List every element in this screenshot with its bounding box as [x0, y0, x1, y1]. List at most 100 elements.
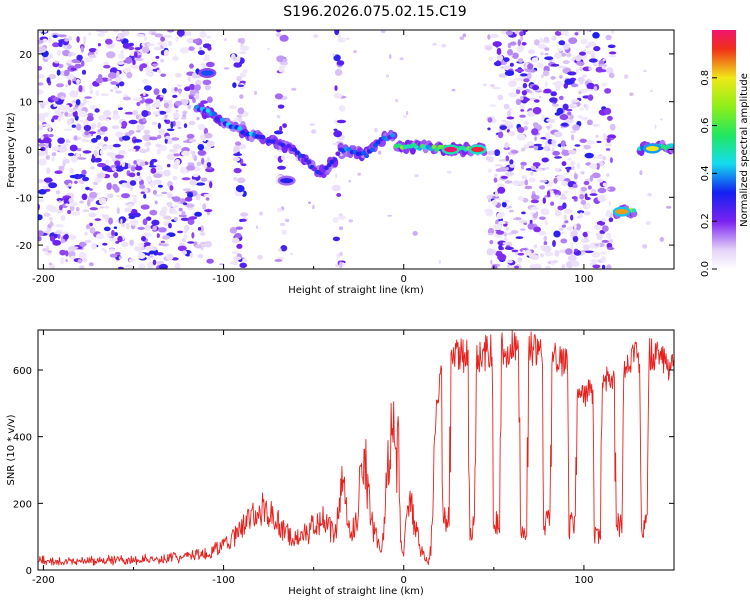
- spectrogram-noise-cell: [154, 200, 158, 205]
- spectrogram-noise-cell: [58, 145, 68, 153]
- spectrogram-noise-cell: [521, 165, 525, 170]
- spectrogram-noise-cell: [181, 250, 187, 255]
- spectrogram-noise-cell: [118, 266, 124, 269]
- spectrogram-noise-cell: [527, 145, 535, 149]
- spectrogram-noise-cell: [534, 195, 540, 200]
- spectrogram-noise-cell: [132, 59, 136, 66]
- spectrogram-noise-cell: [164, 222, 167, 226]
- spectrogram-noise-cell: [414, 174, 419, 178]
- spectrogram-noise-cell: [243, 69, 248, 73]
- spectrogram-noise-cell: [606, 67, 614, 74]
- spectrogram-noise-cell: [83, 58, 93, 62]
- spectrogram-noise-cell: [86, 115, 94, 122]
- spectrogram-noise-cell: [589, 193, 598, 197]
- spectrogram-noise-cell: [509, 80, 517, 87]
- spectrogram-noise-cell: [224, 37, 227, 42]
- spectrogram-noise-cell: [550, 190, 554, 194]
- spectrogram-noise-cell: [112, 30, 119, 33]
- spectrogram-noise-cell: [164, 138, 168, 144]
- spectrogram-noise-cell: [135, 114, 139, 120]
- spectrogram-noise-cell: [563, 190, 569, 194]
- spectrogram-noise-cell: [554, 112, 561, 116]
- spectrogram-noise-cell: [561, 149, 571, 156]
- spectrogram-noise-cell: [567, 71, 577, 76]
- spectrogram-ridge-core: [369, 147, 375, 152]
- spectrogram-noise-cell: [598, 160, 604, 167]
- spectrogram-noise-cell: [560, 238, 568, 244]
- spectrogram-noise-cell: [508, 92, 518, 98]
- spectrogram-ridge-core: [286, 143, 292, 149]
- spectrogram-noise-cell: [152, 225, 157, 231]
- spectrogram-noise-cell: [65, 250, 69, 257]
- spectrogram-noise-cell: [147, 262, 154, 269]
- spectrogram-xtick-label: -200: [32, 274, 55, 285]
- spectrogram-noise-cell: [149, 181, 156, 188]
- spectrogram-noise-cell: [595, 134, 599, 138]
- spectrogram-noise-cell: [64, 104, 70, 111]
- spectrogram-noise-cell: [83, 124, 92, 132]
- spectrogram-noise-cell: [312, 204, 315, 210]
- spectrogram-noise-cell: [605, 209, 611, 217]
- spectrogram-noise-cell: [60, 215, 66, 221]
- spectrogram-noise-cell: [276, 207, 283, 213]
- spectrogram-noise-cell: [165, 135, 171, 140]
- spectrogram-noise-cell: [42, 137, 52, 144]
- spectrogram-noise-cell: [71, 100, 77, 104]
- spectrogram-noise-cell: [133, 246, 143, 252]
- spectrogram-noise-cell: [194, 244, 202, 249]
- spectrogram-noise-cell: [133, 177, 141, 181]
- spectrogram-noise-cell: [497, 94, 504, 101]
- spectrogram-noise-cell: [232, 82, 237, 88]
- spectrogram-noise-cell: [594, 224, 602, 230]
- spectrogram-noise-cell: [156, 67, 160, 71]
- spectrogram-noise-cell: [589, 175, 594, 182]
- spectrogram-noise-cell: [377, 150, 382, 155]
- spectrogram-noise-cell: [160, 240, 165, 244]
- spectrogram-ytick-label: 0: [26, 146, 32, 157]
- spectrogram-noise-cell: [82, 176, 90, 182]
- spectrogram-noise-cell: [522, 83, 528, 89]
- spectrogram-noise-cell: [561, 161, 567, 167]
- spectrogram-noise-cell: [520, 96, 524, 101]
- spectrogram-noise-cell: [514, 30, 520, 35]
- spectrogram-noise-cell: [552, 260, 558, 264]
- spectrogram-noise-cell: [406, 111, 409, 116]
- spectrogram-noise-cell: [191, 232, 195, 239]
- spectrogram-noise-cell: [71, 124, 77, 128]
- spectrogram-noise-cell: [70, 203, 77, 207]
- spectrogram-noise-cell: [122, 96, 131, 101]
- spectrogram-noise-cell: [566, 108, 573, 112]
- spectrogram-noise-cell: [49, 216, 53, 222]
- spectrogram-noise-cell: [134, 51, 138, 58]
- spectrogram-noise-cell: [90, 122, 97, 130]
- spectrogram-noise-cell: [102, 242, 108, 246]
- spectrogram-noise-cell: [523, 78, 530, 83]
- spectrogram-noise-cell: [68, 197, 75, 204]
- spectrogram-noise-cell: [586, 119, 593, 126]
- spectrogram-noise-cell: [143, 35, 147, 42]
- spectrogram-noise-cell: [69, 167, 74, 174]
- spectrogram-noise-cell: [191, 72, 198, 79]
- spectrogram-noise-cell: [190, 150, 194, 155]
- spectrogram-noise-cell: [115, 165, 124, 172]
- spectrogram-noise-cell: [140, 246, 145, 251]
- spectrogram-noise-cell: [129, 219, 139, 226]
- spectrogram-noise-cell: [570, 130, 577, 134]
- spectrogram-noise-cell: [120, 222, 126, 228]
- spectrogram-noise-cell: [56, 69, 61, 76]
- spectrogram-noise-cell: [571, 260, 580, 267]
- spectrogram-noise-cell: [488, 199, 491, 203]
- spectrogram-noise-cell: [76, 78, 80, 86]
- spectrogram-noise-cell: [333, 130, 343, 138]
- spectrogram-noise-cell: [130, 64, 140, 69]
- spectrogram-noise-cell: [529, 219, 533, 224]
- spectrogram-noise-cell: [196, 117, 200, 121]
- spectrogram-noise-cell: [142, 218, 148, 226]
- spectrogram-noise-cell: [505, 30, 513, 36]
- spectrogram-noise-cell: [529, 171, 534, 176]
- spectrogram-noise-cell: [43, 212, 51, 217]
- spectrogram-noise-cell: [156, 165, 164, 171]
- spectrogram-noise-cell: [149, 209, 158, 216]
- spectrogram-noise-cell: [38, 143, 46, 147]
- spectrogram-noise-cell: [38, 114, 45, 122]
